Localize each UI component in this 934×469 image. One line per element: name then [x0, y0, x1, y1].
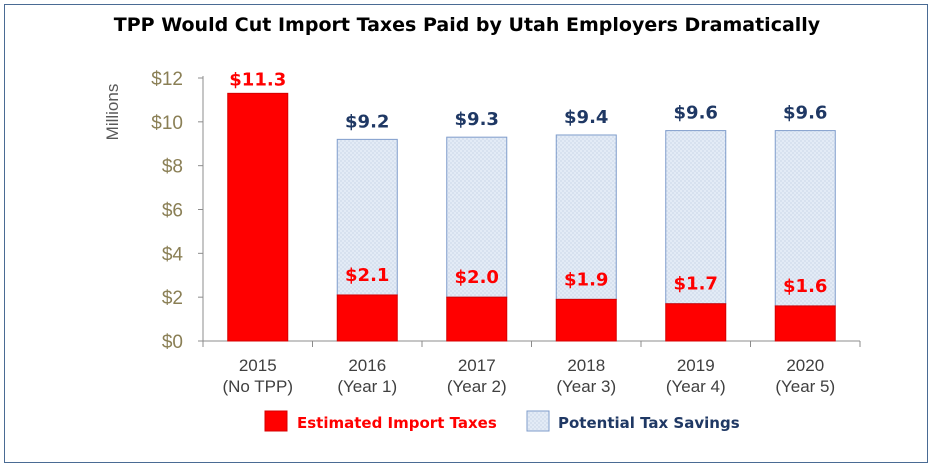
bar-estimated-import-taxes — [665, 303, 727, 342]
y-tick-label: $8 — [162, 157, 183, 178]
bar-potential-tax-savings — [446, 136, 508, 298]
legend: Estimated Import Taxes Potential Tax Savi… — [264, 410, 740, 432]
x-tick-label-period: (Year 4) — [666, 377, 726, 396]
data-label-import-taxes: $2.0 — [455, 267, 499, 288]
bars-layer — [227, 92, 836, 342]
axis-layer: $0 $2 $4 $6 $8 $10 $12 Millions — [103, 69, 861, 353]
bar-estimated-import-taxes — [227, 92, 289, 342]
labels-layer: $11.3 2015 (No TPP) $9.2 $2.1 2016 (Year 1) $9.… — [222, 69, 835, 396]
y-tick-label: $6 — [162, 201, 183, 222]
y-tick-label: $12 — [151, 69, 183, 90]
y-tick-label: $10 — [151, 113, 183, 134]
bar-potential-tax-savings — [555, 134, 617, 300]
bar-potential-tax-savings — [774, 130, 836, 307]
data-label-savings: $9.3 — [455, 109, 499, 130]
data-label-import-taxes: $1.7 — [674, 274, 718, 295]
y-tick-label: $2 — [162, 288, 183, 309]
data-label-savings: $9.6 — [674, 103, 718, 124]
x-tick-label-year: 2017 — [458, 356, 496, 375]
legend-swatch-import-taxes — [264, 410, 288, 432]
bar-estimated-import-taxes — [336, 294, 398, 342]
x-tick-label-period: (Year 5) — [775, 377, 835, 396]
data-label-import-taxes: $1.9 — [564, 269, 608, 290]
bar-estimated-import-taxes — [774, 305, 836, 342]
bar-estimated-import-taxes — [555, 298, 617, 342]
legend-label-tax-savings: Potential Tax Savings — [558, 414, 740, 432]
bar-potential-tax-savings — [336, 138, 398, 296]
x-tick-label-year: 2016 — [348, 356, 386, 375]
x-tick-label-period: (Year 2) — [447, 377, 507, 396]
y-axis-label: Millions — [103, 84, 122, 141]
x-tick-label-period: (Year 3) — [556, 377, 616, 396]
data-label-import-taxes: $2.1 — [345, 265, 389, 286]
x-tick-label-period: (No TPP) — [222, 377, 293, 396]
x-tick-label-year: 2015 — [239, 356, 277, 375]
x-tick-label-year: 2019 — [677, 356, 715, 375]
legend-label-import-taxes: Estimated Import Taxes — [297, 414, 497, 432]
y-tick-label: $0 — [162, 332, 183, 353]
x-tick-label-year: 2018 — [567, 356, 605, 375]
data-label-savings: $9.2 — [345, 111, 389, 132]
bar-estimated-import-taxes — [446, 296, 508, 342]
data-label-savings: $9.4 — [564, 107, 608, 128]
legend-swatch-tax-savings — [526, 410, 550, 432]
data-label-import-taxes: $1.6 — [783, 276, 827, 297]
chart-title: TPP Would Cut Import Taxes Paid by Utah … — [113, 14, 821, 36]
data-label-import-taxes: $11.3 — [229, 69, 286, 90]
x-tick-label-year: 2020 — [786, 356, 824, 375]
x-tick-label-period: (Year 1) — [337, 377, 397, 396]
y-tick-label: $4 — [162, 244, 184, 265]
bar-potential-tax-savings — [665, 130, 727, 305]
data-label-savings: $9.6 — [783, 103, 827, 124]
